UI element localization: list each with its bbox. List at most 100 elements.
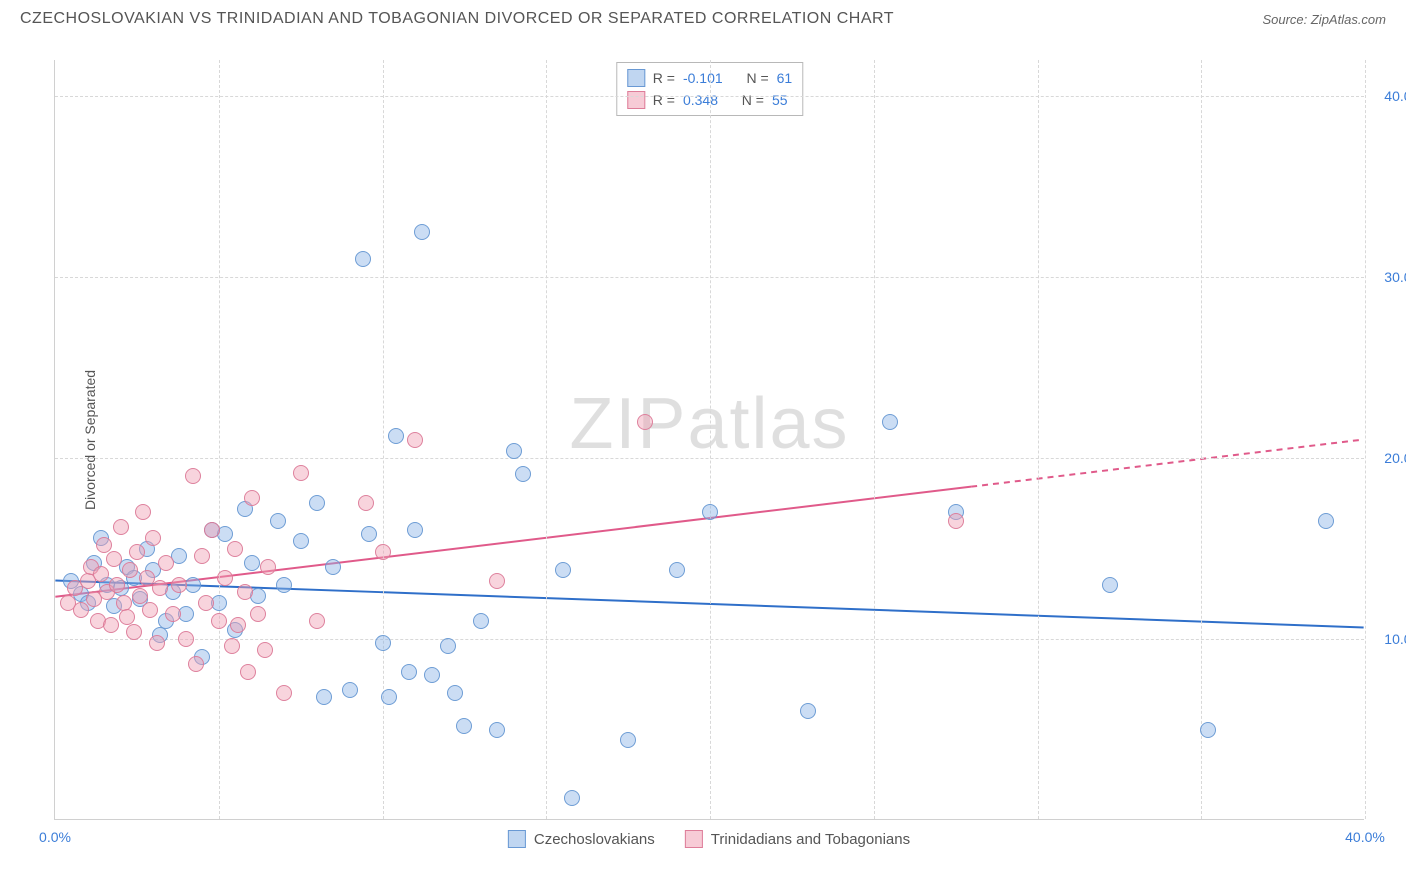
data-point-b [204, 522, 220, 538]
data-point-b [257, 642, 273, 658]
data-point-a [800, 703, 816, 719]
data-point-a [702, 504, 718, 520]
data-point-b [227, 541, 243, 557]
data-point-b [126, 624, 142, 640]
data-point-a [489, 722, 505, 738]
data-point-a [564, 790, 580, 806]
legend-label-b: Trinidadians and Tobagonians [711, 831, 910, 848]
data-point-b [194, 548, 210, 564]
data-point-b [237, 584, 253, 600]
data-point-a [388, 428, 404, 444]
data-point-a [515, 466, 531, 482]
legend-label-a: Czechoslovakians [534, 831, 655, 848]
data-point-b [135, 504, 151, 520]
data-point-a [555, 562, 571, 578]
gridline-v [383, 60, 384, 819]
data-point-b [96, 537, 112, 553]
data-point-b [171, 577, 187, 593]
legend-item-a: Czechoslovakians [508, 830, 655, 848]
data-point-b [149, 635, 165, 651]
data-point-a [456, 718, 472, 734]
data-point-a [375, 635, 391, 651]
data-point-b [250, 606, 266, 622]
gridline-v [710, 60, 711, 819]
chart-source: Source: ZipAtlas.com [1262, 12, 1386, 27]
data-point-a [414, 224, 430, 240]
data-point-b [217, 570, 233, 586]
trendline-b-dashed [971, 440, 1363, 487]
data-point-b [240, 664, 256, 680]
gridline-v [546, 60, 547, 819]
data-point-a [381, 689, 397, 705]
data-point-b [489, 573, 505, 589]
data-point-a [401, 664, 417, 680]
chart-area: ZIPatlas R = -0.101 N = 61 R = 0.348 N =… [54, 60, 1364, 820]
data-point-b [358, 495, 374, 511]
data-point-b [188, 656, 204, 672]
gridline-v [1201, 60, 1202, 819]
y-tick-label: 30.0% [1369, 269, 1406, 285]
data-point-b [211, 613, 227, 629]
data-point-a [669, 562, 685, 578]
plot-region: ZIPatlas R = -0.101 N = 61 R = 0.348 N =… [54, 60, 1364, 820]
y-tick-label: 20.0% [1369, 450, 1406, 466]
data-point-b [276, 685, 292, 701]
gridline-v [1038, 60, 1039, 819]
y-tick-label: 10.0% [1369, 631, 1406, 647]
data-point-a [882, 414, 898, 430]
data-point-b [293, 465, 309, 481]
data-point-b [309, 613, 325, 629]
data-point-a [276, 577, 292, 593]
x-tick-label: 40.0% [1345, 829, 1385, 845]
data-point-a [1102, 577, 1118, 593]
swatch-a-icon [627, 69, 645, 87]
x-tick-label: 0.0% [39, 829, 71, 845]
data-point-b [948, 513, 964, 529]
data-point-a [244, 555, 260, 571]
data-point-b [132, 588, 148, 604]
data-point-a [1200, 722, 1216, 738]
data-point-b [106, 551, 122, 567]
data-point-a [447, 685, 463, 701]
y-tick-label: 40.0% [1369, 88, 1406, 104]
swatch-a-icon [508, 830, 526, 848]
data-point-b [145, 530, 161, 546]
data-point-b [198, 595, 214, 611]
data-point-b [158, 555, 174, 571]
gridline-v [874, 60, 875, 819]
data-point-b [109, 577, 125, 593]
data-point-a [293, 533, 309, 549]
data-point-b [637, 414, 653, 430]
chart-header: CZECHOSLOVAKIAN VS TRINIDADIAN AND TOBAG… [0, 0, 1406, 28]
legend-item-b: Trinidadians and Tobagonians [685, 830, 910, 848]
data-point-a [270, 513, 286, 529]
data-point-a [325, 559, 341, 575]
gridline-v [1365, 60, 1366, 819]
data-point-b [230, 617, 246, 633]
data-point-b [244, 490, 260, 506]
data-point-a [1318, 513, 1334, 529]
legend-series: Czechoslovakians Trinidadians and Tobago… [508, 830, 910, 848]
data-point-b [142, 602, 158, 618]
data-point-a [620, 732, 636, 748]
gridline-v [219, 60, 220, 819]
data-point-a [355, 251, 371, 267]
data-point-b [224, 638, 240, 654]
data-point-b [375, 544, 391, 560]
data-point-b [178, 631, 194, 647]
data-point-b [103, 617, 119, 633]
data-point-a [473, 613, 489, 629]
data-point-b [260, 559, 276, 575]
data-point-b [129, 544, 145, 560]
swatch-b-icon [685, 830, 703, 848]
data-point-b [93, 566, 109, 582]
data-point-a [316, 689, 332, 705]
data-point-a [309, 495, 325, 511]
data-point-b [116, 595, 132, 611]
swatch-b-icon [627, 91, 645, 109]
data-point-b [185, 468, 201, 484]
data-point-a [407, 522, 423, 538]
data-point-a [342, 682, 358, 698]
data-point-a [361, 526, 377, 542]
data-point-b [73, 602, 89, 618]
